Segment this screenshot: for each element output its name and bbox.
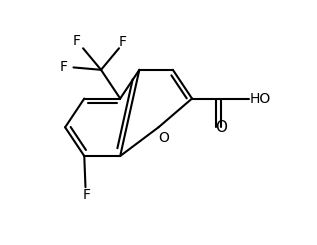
Text: F: F bbox=[73, 34, 81, 48]
Text: O: O bbox=[215, 120, 227, 135]
Text: F: F bbox=[60, 60, 68, 74]
Text: O: O bbox=[158, 131, 169, 145]
Text: F: F bbox=[119, 35, 126, 49]
Text: HO: HO bbox=[250, 92, 271, 106]
Text: F: F bbox=[83, 188, 91, 202]
